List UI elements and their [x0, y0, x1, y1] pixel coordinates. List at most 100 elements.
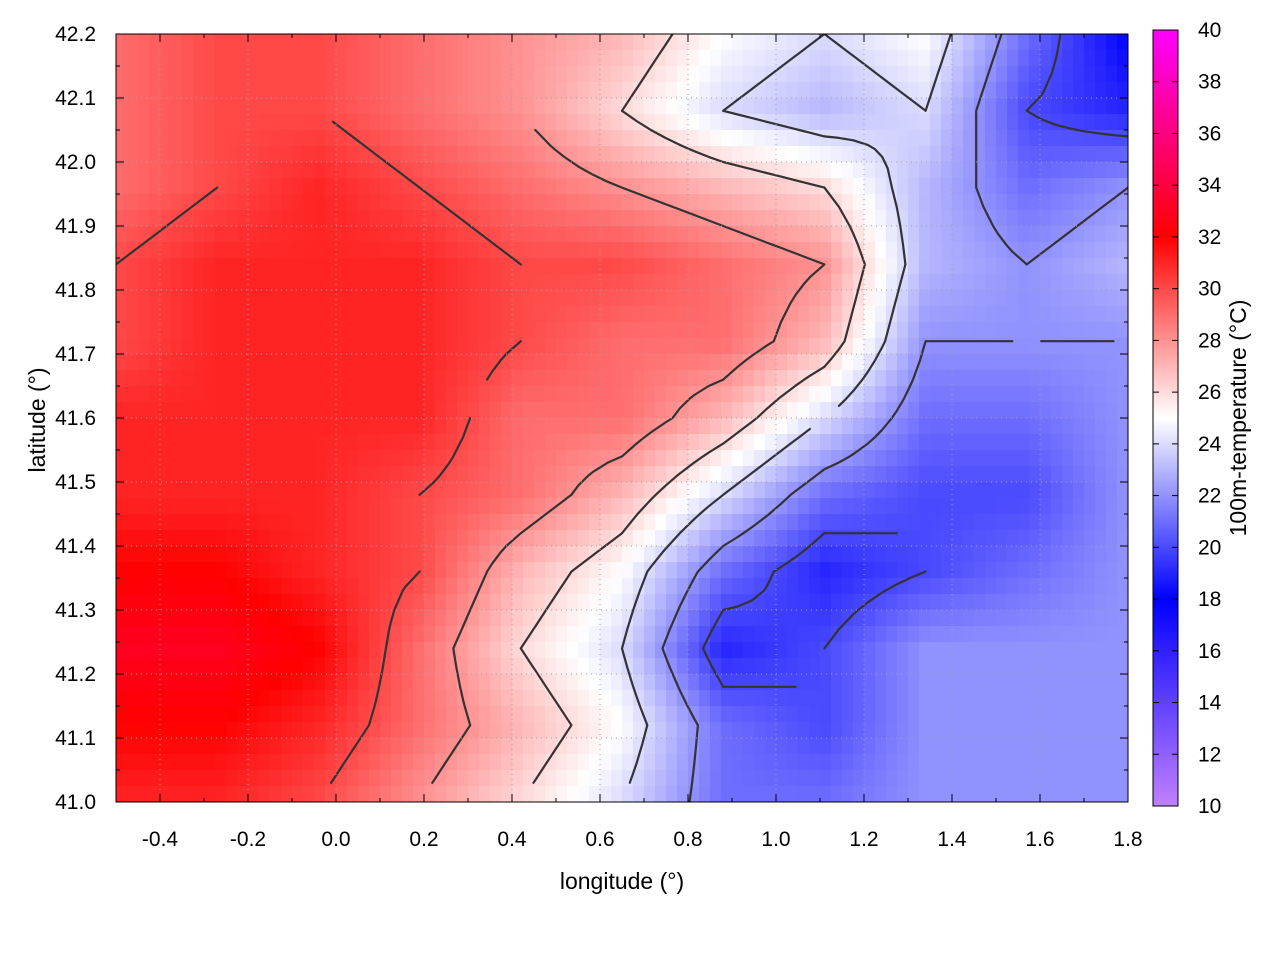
heatmap-cell [270, 290, 282, 307]
heatmap-cell [919, 578, 931, 595]
heatmap-cell [391, 626, 403, 643]
heatmap-cell [534, 530, 546, 547]
heatmap-cell [732, 210, 744, 227]
heatmap-cell [1040, 370, 1052, 387]
heatmap-cell [644, 66, 656, 83]
heatmap-cell [600, 130, 612, 147]
heatmap-cell [468, 50, 480, 67]
heatmap-cell [468, 242, 480, 259]
heatmap-cell [578, 514, 590, 531]
heatmap-cell [149, 82, 161, 99]
heatmap-cell [787, 546, 799, 563]
heatmap-cell [655, 738, 667, 755]
heatmap-cell [358, 674, 370, 691]
heatmap-cell [248, 626, 260, 643]
heatmap-cell [798, 178, 810, 195]
heatmap-cell [457, 642, 469, 659]
heatmap-cell [424, 514, 436, 531]
y-tick-label: 41.3 [55, 599, 96, 622]
y-tick-label: 42.1 [55, 87, 96, 110]
heatmap-cell [765, 786, 777, 802]
heatmap-cell [490, 162, 502, 179]
heatmap-cell [864, 466, 876, 483]
heatmap-cell [787, 322, 799, 339]
heatmap-cell [127, 386, 139, 403]
heatmap-cell [809, 562, 821, 579]
heatmap-cell [765, 162, 777, 179]
heatmap-cell [171, 562, 183, 579]
heatmap-cell [1040, 578, 1052, 595]
heatmap-cell [171, 290, 183, 307]
heatmap-cell [655, 162, 667, 179]
heatmap-cell [347, 34, 359, 51]
heatmap-cell [1007, 498, 1019, 515]
heatmap-cell [1040, 770, 1052, 787]
heatmap-cell [919, 770, 931, 787]
heatmap-cell [589, 386, 601, 403]
heatmap-cell [182, 658, 194, 675]
heatmap-cell [116, 562, 128, 579]
heatmap-cell [743, 370, 755, 387]
heatmap-cell [512, 626, 524, 643]
heatmap-cell [127, 146, 139, 163]
heatmap-cell [193, 610, 205, 627]
heatmap-cell [1073, 370, 1085, 387]
heatmap-cell [457, 482, 469, 499]
heatmap-cell [347, 290, 359, 307]
heatmap-cell [864, 690, 876, 707]
heatmap-cell [666, 322, 678, 339]
heatmap-cell [578, 370, 590, 387]
heatmap-cell [160, 610, 172, 627]
heatmap-cell [952, 546, 964, 563]
heatmap-cell [116, 210, 128, 227]
heatmap-cell [622, 290, 634, 307]
heatmap-cell [512, 530, 524, 547]
heatmap-cell [490, 450, 502, 467]
heatmap-cell [490, 66, 502, 83]
heatmap-cell [446, 466, 458, 483]
heatmap-cell [435, 642, 447, 659]
heatmap-cell [479, 50, 491, 67]
heatmap-cell [622, 82, 634, 99]
heatmap-cell [281, 738, 293, 755]
heatmap-cell [270, 418, 282, 435]
heatmap-cell [325, 514, 337, 531]
heatmap-cell [875, 34, 887, 51]
heatmap-cell [1106, 562, 1118, 579]
heatmap-cell [1117, 98, 1128, 115]
heatmap-cell [886, 290, 898, 307]
heatmap-cell [138, 594, 150, 611]
heatmap-cell [809, 450, 821, 467]
heatmap-cell [688, 594, 700, 611]
heatmap-cell [457, 226, 469, 243]
heatmap-cell [259, 178, 271, 195]
heatmap-cell [644, 562, 656, 579]
heatmap-cell [996, 34, 1008, 51]
heatmap-cell [1106, 50, 1118, 67]
heatmap-cell [996, 194, 1008, 211]
heatmap-cell [886, 642, 898, 659]
heatmap-cell [919, 418, 931, 435]
heatmap-cell [347, 610, 359, 627]
heatmap-cell [908, 466, 920, 483]
heatmap-cell [1029, 50, 1041, 67]
heatmap-cell [1084, 162, 1096, 179]
heatmap-cell [182, 498, 194, 515]
heatmap-cell [160, 210, 172, 227]
heatmap-cell [479, 642, 491, 659]
heatmap-cell [743, 354, 755, 371]
heatmap-cell [479, 578, 491, 595]
heatmap-cell [116, 242, 128, 259]
heatmap-cell [325, 578, 337, 595]
heatmap-cell [534, 386, 546, 403]
heatmap-cell [1095, 34, 1107, 51]
heatmap-cell [710, 738, 722, 755]
heatmap-cell [325, 418, 337, 435]
heatmap-cell [534, 34, 546, 51]
heatmap-cell [952, 306, 964, 323]
heatmap-cell [864, 98, 876, 115]
heatmap-cell [138, 50, 150, 67]
heatmap-cell [127, 274, 139, 291]
heatmap-cell [1117, 322, 1128, 339]
heatmap-cell [655, 578, 667, 595]
